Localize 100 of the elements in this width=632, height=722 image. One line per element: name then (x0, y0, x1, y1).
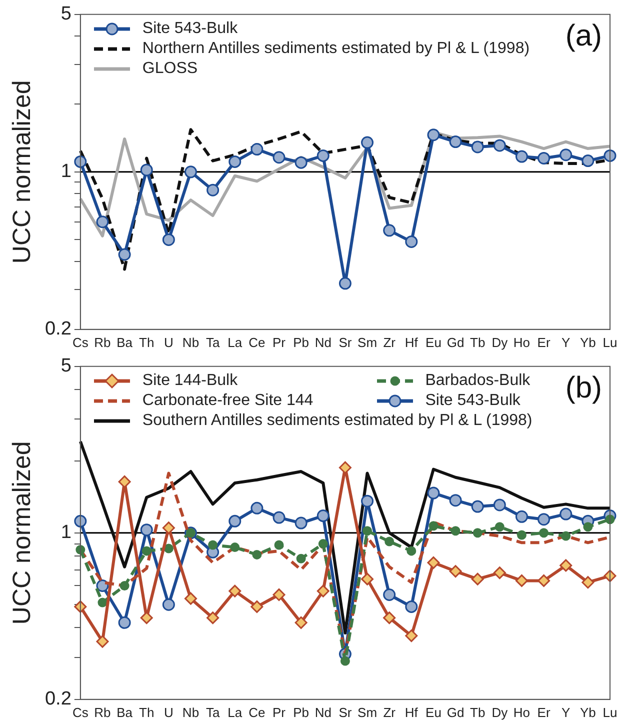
point (449, 136, 462, 148)
point (539, 528, 549, 538)
point (272, 151, 286, 164)
point (472, 528, 482, 538)
x-tick-label: Eu (426, 334, 442, 350)
point (362, 526, 372, 536)
x-tick-label: Dy (492, 704, 508, 720)
point (316, 584, 330, 598)
x-tick-label: Gd (446, 704, 464, 720)
point (118, 616, 131, 629)
y-tick-label: 5 (60, 4, 72, 25)
point (318, 539, 328, 549)
x-tick-label: Lu (602, 334, 618, 350)
point (274, 540, 284, 550)
x-tick-label: Sr (338, 334, 352, 350)
point (515, 574, 528, 587)
point (560, 508, 572, 520)
point (538, 513, 550, 526)
y-axis-title: UCC normalized (8, 80, 36, 264)
annotation: (b) (565, 372, 602, 405)
x-tick-label: Pr (272, 334, 286, 350)
point (316, 149, 330, 162)
point (120, 580, 130, 590)
legend-label: Site 543-Bulk (142, 20, 238, 38)
x-tick-label: Ta (206, 704, 220, 720)
point (450, 526, 460, 536)
point (493, 139, 506, 152)
point (538, 152, 550, 164)
x-tick-label: Y (562, 334, 571, 350)
point (516, 530, 526, 540)
x-tick-label: Nd (314, 704, 332, 720)
x-tick-label: Rb (94, 704, 111, 720)
x-tick-label: Ba (116, 704, 134, 720)
point (405, 600, 418, 613)
point (74, 514, 87, 528)
x-tick-label: Sm (358, 334, 378, 350)
point (316, 510, 330, 522)
point (405, 235, 418, 248)
point (515, 150, 528, 163)
point (294, 616, 308, 629)
point (140, 612, 153, 624)
point (338, 277, 352, 290)
point (561, 531, 571, 541)
point (162, 522, 175, 534)
point (74, 600, 87, 613)
x-tick-label: Ce (248, 334, 266, 350)
point (604, 149, 616, 162)
x-tick-label: Th (139, 334, 154, 350)
point (140, 164, 153, 176)
point (471, 500, 484, 513)
x-tick-label: Er (537, 704, 551, 720)
y-tick-label: 1 (60, 522, 72, 544)
x-tick-label: Er (537, 334, 551, 350)
y-tick-label: 5 (60, 356, 72, 377)
legend-label: Site 144-Bulk (142, 372, 238, 390)
x-tick-label: Yb (580, 334, 596, 350)
x-tick-label: Ta (206, 334, 220, 350)
x-tick-label: Ho (513, 704, 530, 720)
point (184, 592, 197, 605)
point (206, 184, 220, 196)
point (250, 143, 264, 156)
point (164, 544, 174, 554)
point (228, 514, 242, 528)
legend-label: Barbados-Bulk (425, 372, 530, 390)
x-tick-label: Hf (404, 704, 418, 720)
point (384, 536, 394, 546)
point (272, 588, 286, 601)
point (162, 598, 175, 611)
point (118, 248, 131, 261)
point (538, 574, 550, 587)
x-tick-label: Dy (492, 334, 508, 350)
x-tick-label: Zr (383, 334, 396, 350)
point (427, 556, 440, 569)
point (142, 546, 152, 556)
point (582, 154, 594, 168)
point (340, 656, 350, 666)
point (98, 598, 108, 608)
point (383, 612, 396, 624)
point (252, 550, 262, 560)
point (560, 559, 572, 572)
point (96, 635, 109, 648)
x-tick-label: Lu (602, 704, 618, 720)
x-tick-label: La (228, 334, 243, 350)
y-tick-label: 0.2 (44, 318, 72, 340)
point (494, 522, 504, 532)
point (74, 155, 87, 168)
x-tick-label: Sr (338, 704, 352, 720)
x-tick-label: Cs (72, 334, 89, 350)
point (471, 140, 484, 154)
point (250, 600, 264, 613)
point (449, 565, 462, 578)
point (560, 148, 572, 162)
point (493, 566, 506, 580)
point (427, 486, 440, 500)
x-tick-label: Pb (293, 334, 310, 350)
x-tick-label: Th (139, 704, 154, 720)
point (361, 572, 374, 586)
x-tick-label: La (228, 704, 243, 720)
point (162, 233, 175, 246)
x-tick-label: Ce (248, 704, 266, 720)
